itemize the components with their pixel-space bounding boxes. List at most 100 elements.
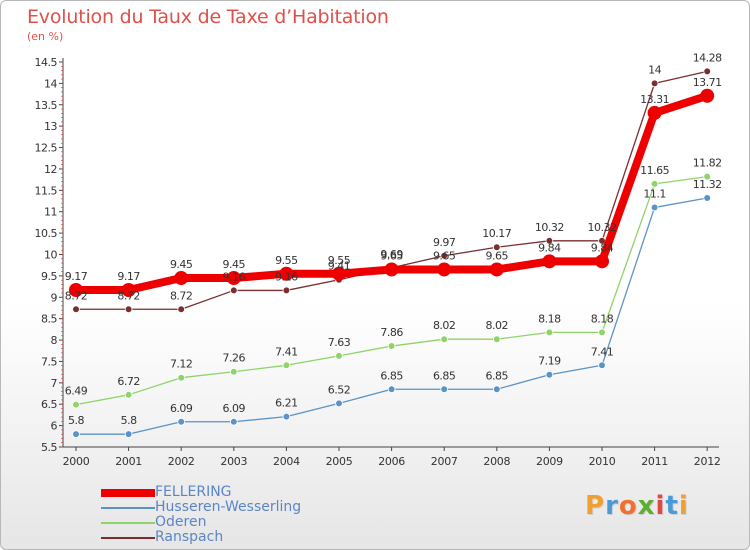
legend-item: Husseren-Wesserling [101,500,461,515]
data-label: 5.8 [68,414,84,427]
data-point [121,283,136,298]
data-label: 9.16 [223,270,246,283]
data-point [545,237,554,245]
data-point [650,203,659,212]
data-point [124,305,133,314]
data-label: 6.52 [328,383,351,396]
data-label: 9.84 [538,241,561,254]
data-label: 6.09 [223,402,246,415]
data-label: 5.8 [121,414,137,427]
data-label: 11.32 [693,178,722,191]
data-point [545,328,554,337]
data-point [647,105,662,120]
data-point [598,328,606,337]
logo-letter: o [618,491,638,521]
data-point [440,385,449,394]
x-tick-label: 2001 [115,455,142,468]
y-tick-label: 7 [51,377,58,390]
legend-item: FELLERING [101,485,461,500]
data-point [650,180,659,188]
y-tick-label: 8 [51,334,58,347]
legend-label: Ranspach [155,529,224,545]
legend-label: FELLERING [155,484,232,500]
y-tick-label: 13.5 [35,99,58,112]
y-tick-label: 12.5 [35,142,58,155]
data-point [440,251,449,260]
data-label: 10.32 [588,221,617,234]
data-label: 11.1 [643,187,666,200]
data-point [387,342,396,350]
chart-subtitle: (en %) [27,30,64,43]
x-tick-label: 2002 [168,455,195,468]
data-point [177,305,186,314]
data-label: 9.45 [223,258,246,271]
data-label: 9.55 [275,254,298,267]
data-point [335,399,343,408]
data-point [703,172,711,181]
data-label: 10.32 [535,221,564,234]
chart-legend: FELLERING Husseren-Wesserling Oderen Ranspa… [101,485,461,545]
data-point [440,335,449,344]
data-label: 11.82 [693,157,722,170]
legend-label: Husseren-Wesserling [155,499,302,515]
data-label: 8.72 [65,289,88,302]
data-label: 14 [648,63,661,76]
data-point [230,286,238,295]
data-point [387,385,396,394]
y-tick-label: 6.5 [41,398,57,411]
y-tick-label: 6 [51,420,58,433]
data-point [595,254,609,269]
data-label: 6.09 [170,402,193,415]
y-tick-label: 14 [44,77,57,90]
y-tick-label: 11.5 [35,184,58,197]
y-tick-label: 12 [44,163,57,176]
legend-label: Oderen [155,514,207,530]
data-point [72,430,80,438]
y-tick-label: 13 [44,120,57,133]
data-label: 10.17 [482,227,511,240]
y-tick-label: 11 [44,206,57,219]
chart-title: Evolution du Taux de Taxe d’Habitation [27,6,389,28]
x-tick-label: 2006 [378,455,405,468]
x-tick-label: 2010 [589,455,616,468]
data-point [703,67,711,76]
data-label: 6.72 [117,375,140,388]
data-point [72,305,80,314]
x-tick-label: 2004 [273,455,300,468]
data-point [230,367,238,376]
logo-letter: i [678,491,689,521]
data-point [282,361,291,370]
data-label: 9.97 [433,236,456,249]
data-label: 9.69 [380,248,403,261]
y-tick-label: 9.5 [41,270,57,283]
x-tick-label: 2012 [694,455,721,468]
legend-swatch [101,537,155,539]
data-label: 9.45 [170,258,193,271]
data-point [492,243,501,252]
x-tick-label: 2003 [220,455,247,468]
data-point [542,254,557,269]
data-label: 7.19 [538,355,561,368]
data-point [332,266,346,281]
data-point [174,271,189,286]
legend-swatch [101,522,155,524]
data-point [282,412,291,421]
data-label: 11.65 [640,164,669,177]
data-label: 9.55 [328,254,351,267]
x-tick-label: 2000 [63,455,90,468]
x-tick-label: 2011 [641,455,668,468]
logo-letter: i [655,491,666,521]
y-tick-label: 10.5 [35,227,58,240]
y-tick-label: 14.5 [35,56,58,69]
data-label: 9.65 [380,249,403,262]
data-label: 6.85 [433,369,456,382]
data-point [598,361,606,370]
data-label: 13.31 [640,93,669,106]
data-point [177,373,186,382]
data-label: 6.85 [486,369,509,382]
data-label: 8.02 [486,319,509,332]
data-label: 14.28 [693,51,722,64]
data-label: 9.65 [486,249,509,262]
data-label: 7.86 [380,326,403,339]
